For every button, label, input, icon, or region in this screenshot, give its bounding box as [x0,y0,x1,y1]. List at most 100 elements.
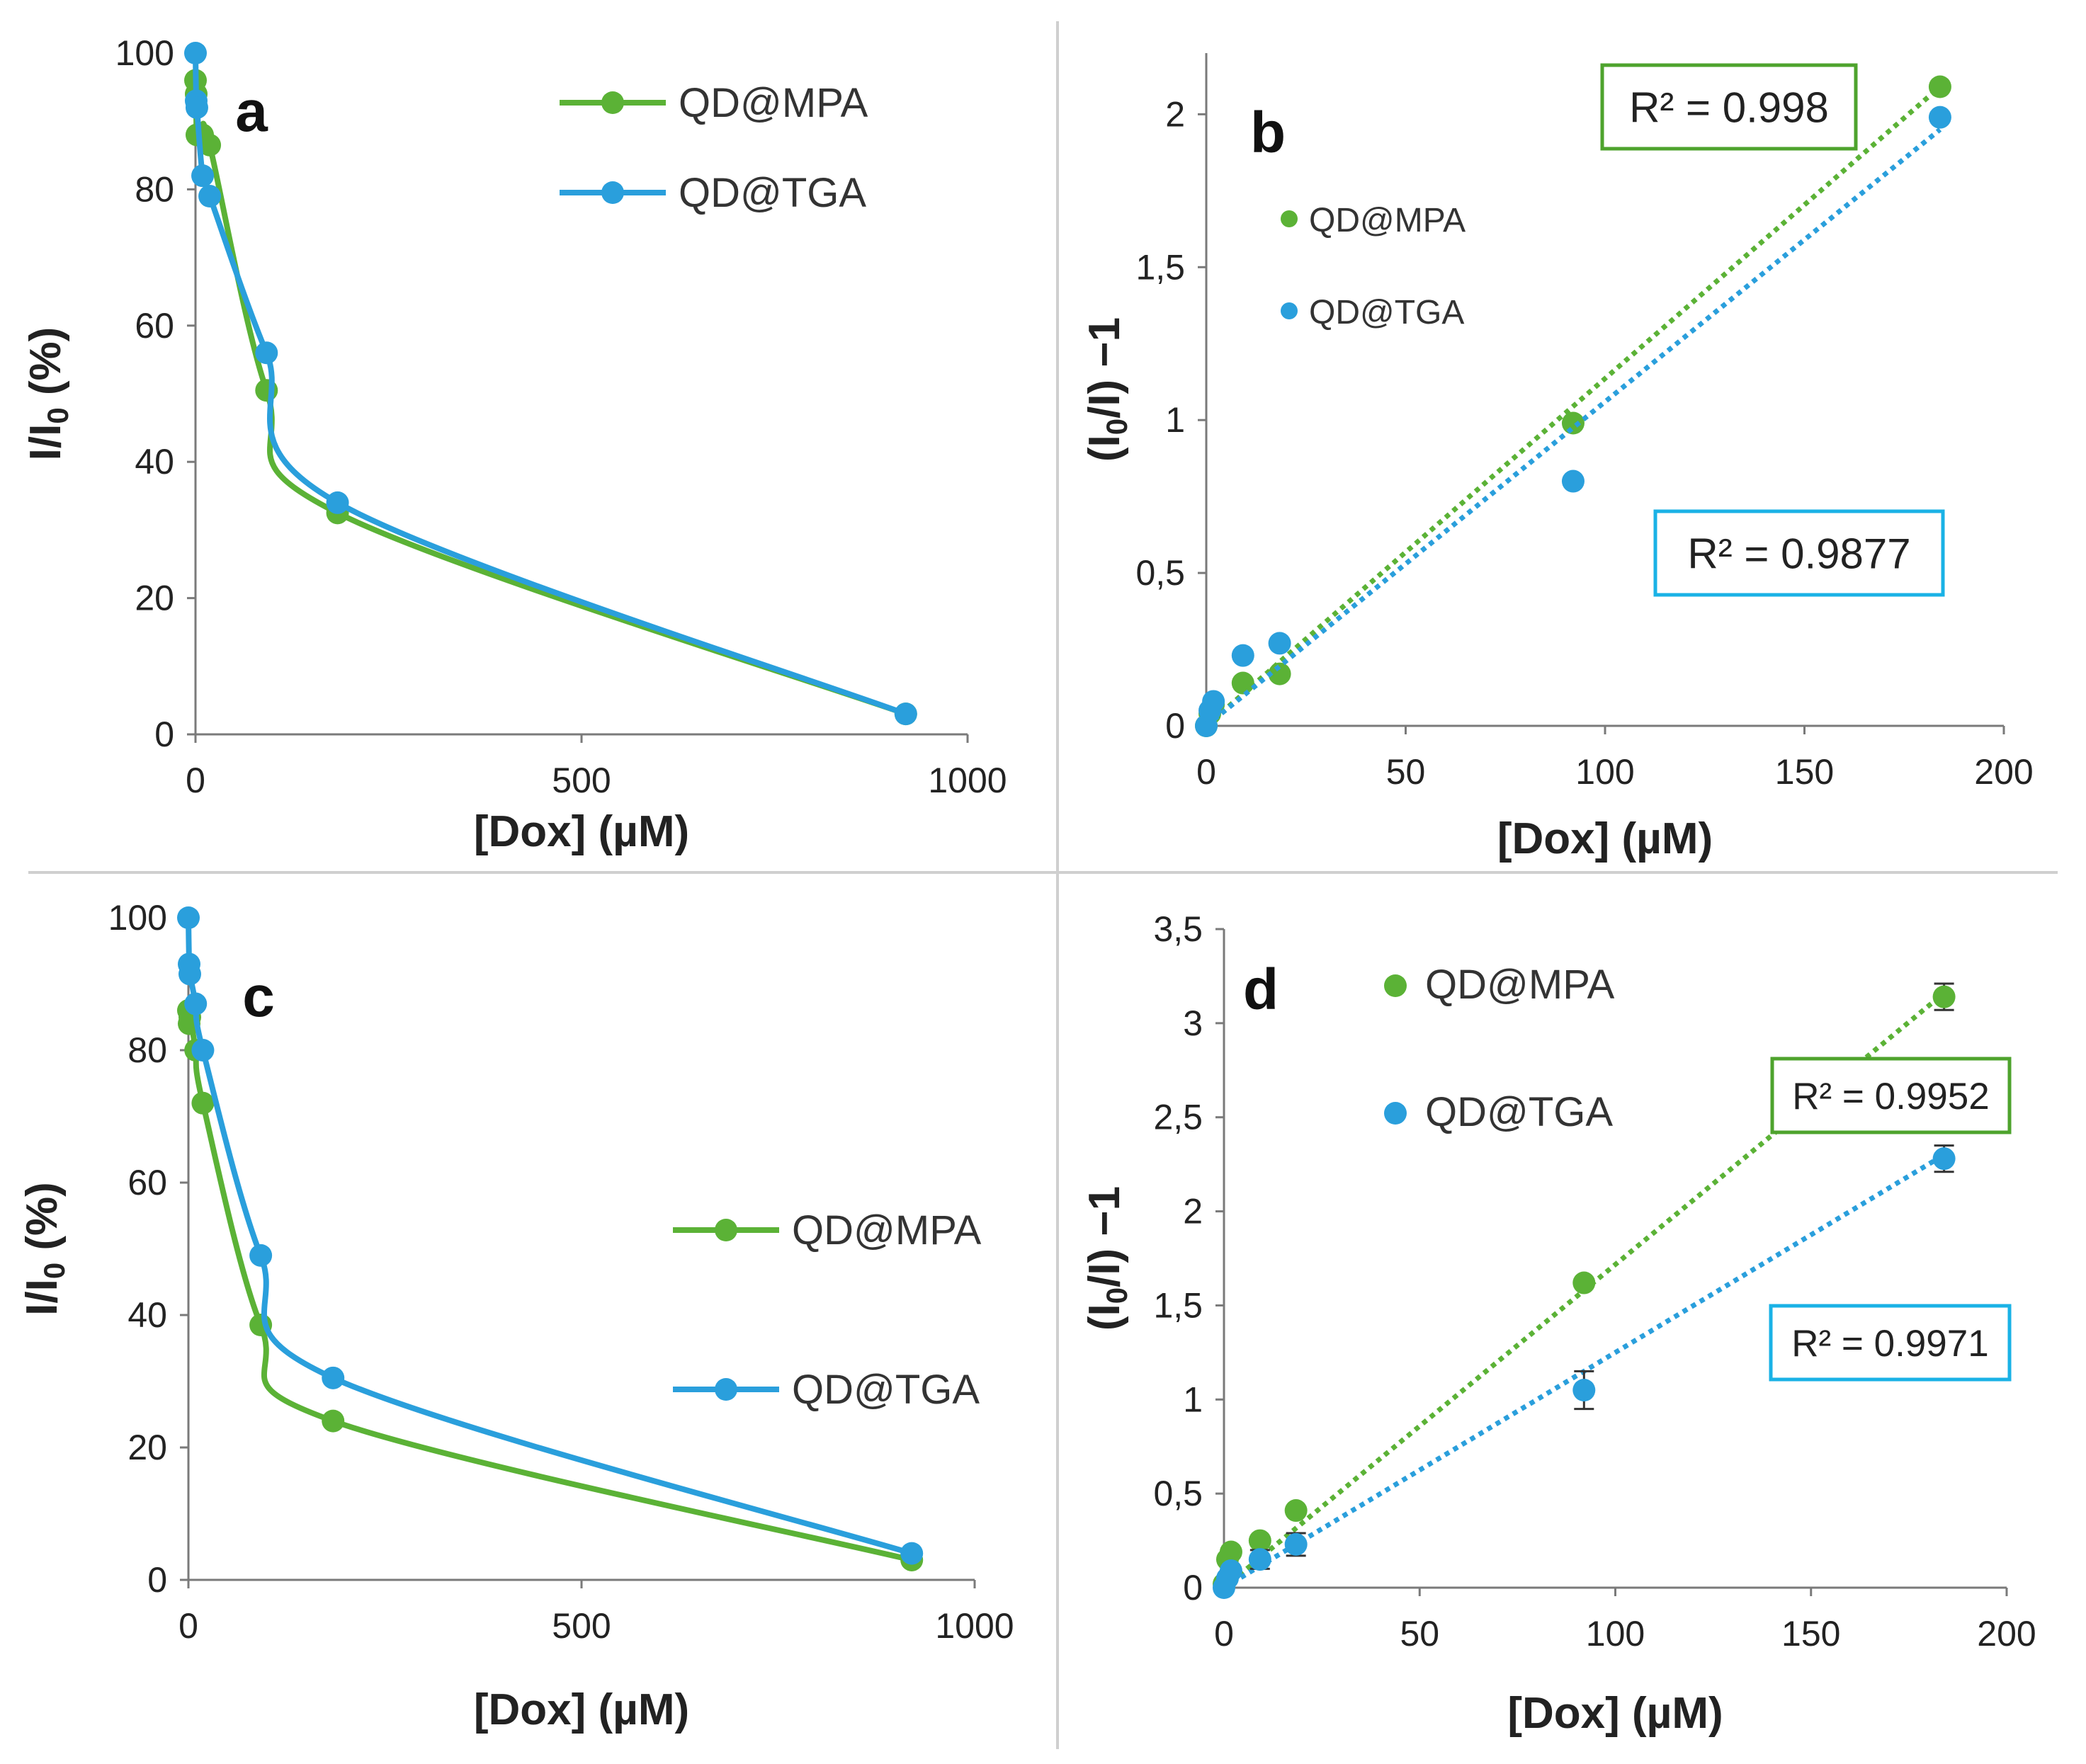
y-axis-title-part: (%) [18,1182,67,1263]
x-axis-title: [Dox] (µM) [474,807,689,856]
y-tick-label: 1,5 [1135,247,1185,287]
data-point-qd-tga [177,906,200,929]
y-tick-label: 0 [147,1560,167,1600]
r-squared-box [1653,509,1945,597]
data-point-qd-tga [1561,470,1585,493]
y-tick-label: 20 [135,579,174,618]
x-tick-label: 200 [1974,752,2033,792]
data-point-qd-tga [198,185,222,208]
x-tick-label: 0 [1196,752,1216,792]
data-point-qd-mpa [1928,75,1951,98]
legend-marker-qd-mpa [1384,974,1407,997]
y-tick-label: 80 [135,169,174,209]
x-tick-label: 200 [1977,1614,2036,1654]
y-tick-label: 40 [135,442,174,482]
r-squared-box [1600,63,1858,151]
y-axis-title-part: I/I [21,424,70,461]
y-tick-label: 100 [115,33,174,73]
data-point-qd-tga [255,341,278,365]
data-point-qd-tga [178,962,201,986]
r-squared-label: R² = 0.9971 [1791,1323,1988,1365]
legend-marker-qd-tga [1281,302,1298,319]
data-point-qd-mpa [322,1409,345,1433]
panel-d: 0 50 100 150 200 0 0,5 1 1,5 2 2,5 3 3,5 [Dox] (µM) (I… [1080,909,2036,1738]
legend-marker-qd-tga [1384,1102,1407,1125]
data-point-qd-tga [249,1244,273,1267]
data-point-qd-tga [894,702,917,726]
x-axis-title: [Dox] (µM) [474,1685,689,1734]
panel-letter: a [235,79,268,144]
legend-label-qd-tga: QD@TGA [1309,294,1464,331]
y-tick-label: 2 [1165,94,1185,134]
r-squared-box [1770,1057,2012,1134]
data-point-qd-mpa [1219,1540,1242,1564]
y-axis-title: I/I0 (%) [18,1182,71,1316]
panel-letter: c [242,964,275,1029]
data-point-qd-tga [184,992,208,1015]
data-point-qd-tga [1572,1379,1596,1401]
data-point-qd-mpa [1248,1529,1271,1552]
y-axis-title-part: (I [1080,1304,1129,1331]
data-point-qd-mpa [198,133,222,157]
data-point-qd-tga [900,1542,924,1565]
data-point-qd-tga [191,1039,215,1062]
y-axis-title-part: /I) −1 [1080,1186,1129,1287]
x-tick-label: 500 [552,1606,611,1646]
data-point-qd-tga [1284,1532,1308,1556]
x-tick-label: 100 [1575,752,1634,792]
y-tick-label: 60 [127,1163,167,1202]
y-tick-label: 3 [1183,1003,1203,1043]
legend-label-qd-tga: QD@TGA [679,170,866,216]
y-tick-label: 1 [1183,1379,1203,1419]
y-axis-title-subscript: 0 [1100,419,1133,435]
legend-label-qd-mpa: QD@MPA [1309,202,1466,239]
r-squared-label: R² = 0.9952 [1792,1076,1989,1117]
y-tick-label: 2 [1183,1192,1203,1231]
data-point-qd-tga [1928,106,1951,129]
x-axis-title: [Dox] (µM) [1507,1689,1723,1738]
legend-marker-qd-mpa [601,91,624,114]
data-point-qd-tga [1219,1559,1242,1583]
y-tick-label: 1 [1165,400,1185,440]
trendline-qd-tga [1204,127,1942,728]
legend-label-qd-mpa: QD@MPA [679,80,868,126]
y-tick-label: 0 [154,715,174,754]
r-squared-label: R² = 0.998 [1629,84,1829,132]
x-tick-label: 50 [1400,1614,1439,1654]
data-point-qd-tga [1932,1147,1956,1171]
data-point-qd-mpa [1932,985,1956,1008]
x-tick-label: 150 [1781,1614,1840,1654]
data-point-qd-tga [184,42,207,64]
y-tick-label: 3,5 [1153,909,1203,949]
legend-marker-qd-mpa [715,1219,737,1241]
data-point-qd-tga [191,164,215,188]
x-tick-label: 1000 [935,1606,1014,1646]
y-axis-title-subscript: 0 [38,1263,71,1279]
x-tick-label: 500 [552,761,611,800]
y-tick-label: 20 [127,1428,167,1467]
y-tick-label: 100 [108,898,167,938]
x-tick-label: 50 [1386,752,1426,792]
x-tick-label: 100 [1586,1614,1645,1654]
panel-letter: b [1250,101,1286,165]
panel-letter: d [1243,957,1279,1022]
legend-marker-qd-tga [715,1378,737,1401]
data-point-qd-mpa [1268,662,1291,685]
x-tick-label: 1000 [928,761,1007,800]
data-point-qd-mpa [191,1091,215,1115]
data-point-qd-mpa [1561,411,1585,435]
y-tick-label: 2,5 [1153,1098,1203,1137]
data-point-qd-mpa [1231,671,1254,695]
x-tick-label: 0 [178,1606,198,1646]
x-tick-label: 0 [1214,1614,1234,1654]
data-point-qd-tga [1268,632,1291,655]
y-tick-label: 0,5 [1153,1474,1203,1513]
y-axis-title-part: /I) −1 [1080,317,1129,419]
data-point-qd-mpa [1284,1499,1308,1523]
y-tick-label: 60 [135,306,174,346]
x-axis-title: [Dox] (µM) [1497,814,1713,863]
y-axis-title: (I0/I) −1 [1080,317,1133,462]
data-point-qd-tga [1202,690,1225,713]
